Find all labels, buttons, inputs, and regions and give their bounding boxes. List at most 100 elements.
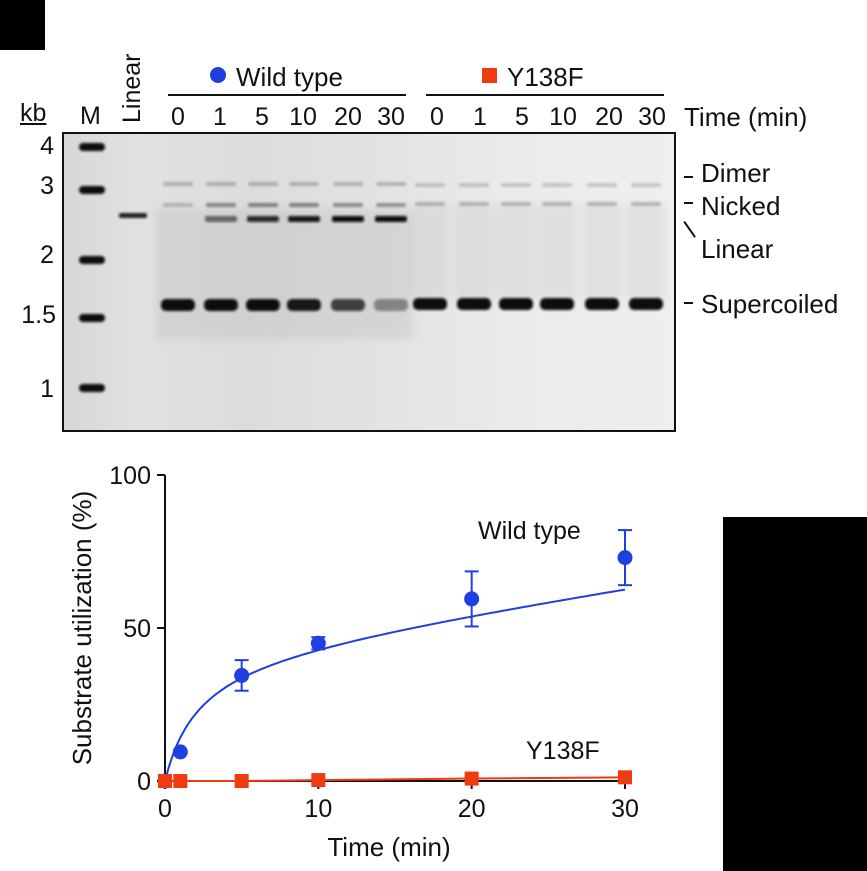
mut-nicked-band bbox=[587, 202, 617, 206]
marker-band bbox=[79, 314, 105, 322]
mut-dimer-band bbox=[542, 183, 572, 187]
kb-marker-1-5: 1.5 bbox=[21, 301, 56, 329]
wt-dimer-band bbox=[376, 182, 406, 186]
mut-dimer-band bbox=[459, 183, 489, 187]
wt-supercoiled-band bbox=[331, 299, 365, 311]
kb-marker-3: 3 bbox=[40, 172, 54, 200]
marker-band bbox=[79, 256, 105, 264]
wt-dimer-band bbox=[289, 182, 319, 186]
y138f-data-point bbox=[234, 774, 249, 788]
mut-supercoiled-band bbox=[540, 298, 574, 310]
kb-marker-1: 1 bbox=[40, 375, 54, 403]
mut-time-5: 5 bbox=[515, 103, 529, 131]
wt-time-0: 0 bbox=[171, 103, 185, 131]
plot-axes: 0 50 100 0 10 20 30 bbox=[109, 462, 639, 823]
supercoiled-band-label: Supercoiled bbox=[701, 289, 839, 319]
redaction-block-right bbox=[723, 517, 867, 871]
wt-supercoiled-band bbox=[161, 299, 195, 311]
y138f-data-point bbox=[464, 771, 479, 786]
marker-band bbox=[79, 143, 105, 151]
y138f-data-point bbox=[618, 770, 632, 785]
wt-supercoiled-band bbox=[287, 299, 321, 311]
mut-time-1: 1 bbox=[473, 103, 487, 131]
wt-supercoiled-band bbox=[204, 299, 238, 311]
wt-nicked-band bbox=[206, 203, 236, 207]
mut-nicked-band bbox=[459, 202, 489, 206]
x-tick-label: 0 bbox=[158, 795, 172, 823]
wt-linear-band bbox=[288, 216, 320, 222]
wt-lane-smear bbox=[199, 209, 243, 339]
wild-type-data-point bbox=[464, 591, 480, 607]
y138f-data-point bbox=[173, 774, 188, 788]
y138f-data-point bbox=[311, 773, 326, 788]
wt-time-10: 10 bbox=[289, 103, 317, 131]
wt-dimer-band bbox=[206, 182, 236, 186]
mut-lane-smear bbox=[626, 204, 666, 299]
mut-dimer-band bbox=[415, 183, 445, 187]
wt-nicked-band bbox=[163, 203, 193, 207]
wild-type-group-line bbox=[168, 94, 406, 96]
mut-dimer-band bbox=[501, 183, 531, 187]
y-tick-label: 50 bbox=[123, 615, 151, 643]
wild-type-symbol bbox=[210, 67, 226, 83]
wild-type-data-point bbox=[172, 744, 188, 760]
wt-supercoiled-band bbox=[246, 299, 280, 311]
wt-lane-smear bbox=[369, 209, 413, 339]
mut-nicked-band bbox=[542, 202, 572, 206]
y-axis-title: Substrate utilization (%) bbox=[67, 491, 97, 766]
series-label-y138f: Y138F bbox=[526, 737, 600, 765]
mut-time-0: 0 bbox=[430, 103, 444, 131]
gel-bands bbox=[79, 143, 666, 392]
wild-type-data-point bbox=[617, 550, 633, 566]
marker-lane-label: M bbox=[80, 102, 101, 130]
kb-marker-4: 4 bbox=[40, 132, 54, 160]
mut-lane-smear bbox=[454, 204, 494, 299]
marker-band bbox=[79, 186, 105, 194]
linear-band-label: Linear bbox=[701, 234, 774, 264]
gel-image bbox=[62, 132, 676, 432]
mut-supercoiled-band bbox=[629, 298, 663, 310]
wt-nicked-band bbox=[248, 203, 278, 207]
gel-time-axis-label: Time (min) bbox=[684, 102, 808, 132]
mut-lane-smear bbox=[496, 204, 536, 299]
y138f-data-point bbox=[158, 774, 172, 788]
x-tick-label: 10 bbox=[304, 795, 332, 823]
mut-supercoiled-band bbox=[457, 298, 491, 310]
wt-supercoiled-band bbox=[374, 299, 408, 311]
nicked-band-label: Nicked bbox=[701, 191, 781, 221]
x-tick-label: 20 bbox=[458, 795, 486, 823]
nicked-tick bbox=[684, 202, 693, 204]
wt-linear-band bbox=[205, 216, 237, 222]
wt-lane-smear bbox=[326, 209, 370, 339]
y138f-group-label: Y138F bbox=[507, 62, 584, 92]
mut-nicked-band bbox=[415, 202, 445, 206]
supercoiled-tick bbox=[684, 302, 693, 304]
mut-time-30: 30 bbox=[638, 103, 666, 131]
series-label-wild-type: Wild type bbox=[478, 517, 581, 545]
wt-dimer-band bbox=[248, 182, 278, 186]
mut-lane-smear bbox=[582, 204, 622, 299]
x-tick-label: 30 bbox=[611, 795, 639, 823]
linear-control-band bbox=[119, 213, 147, 218]
y-tick-label: 100 bbox=[109, 462, 151, 490]
mut-supercoiled-band bbox=[499, 298, 533, 310]
wt-lane-smear bbox=[156, 209, 200, 339]
wt-dimer-band bbox=[333, 182, 363, 186]
wt-linear-band bbox=[332, 216, 364, 222]
wt-time-20: 20 bbox=[334, 103, 362, 131]
mut-lane-smear bbox=[537, 204, 577, 299]
mut-time-20: 20 bbox=[595, 103, 623, 131]
wt-lane-smear bbox=[241, 209, 285, 339]
y138f-group-line bbox=[426, 94, 664, 96]
wt-time-5: 5 bbox=[255, 103, 269, 131]
x-axis-title: Time (min) bbox=[327, 832, 450, 862]
marker-band bbox=[79, 384, 105, 392]
mut-nicked-band bbox=[631, 202, 661, 206]
wt-dimer-band bbox=[163, 182, 193, 186]
mut-nicked-band bbox=[501, 202, 531, 206]
wt-time-1: 1 bbox=[213, 103, 227, 131]
wt-linear-band bbox=[247, 216, 279, 222]
wt-nicked-band bbox=[376, 203, 406, 207]
wt-lane-smear bbox=[282, 209, 326, 339]
